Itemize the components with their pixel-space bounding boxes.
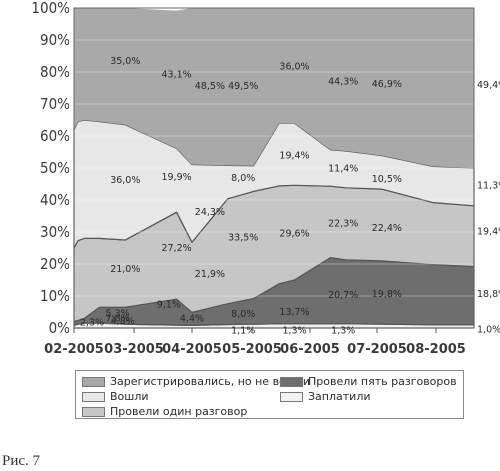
x-tick-label: 02-2005 <box>44 342 104 357</box>
legend-item-registered-not-entered: Зарегистрировались, но не вошли <box>82 375 310 388</box>
legend-item-one-talk: Провели один разговор <box>82 405 247 418</box>
stacked-area-chart: 0% 10% 20% 30% 40% 50% 60% 70% 80% 90% 100% 02-2005… <box>31 0 500 357</box>
data-label: 20,7% <box>328 290 358 301</box>
y-tick-label: 0% <box>49 319 71 337</box>
data-label: 44,3% <box>328 77 358 88</box>
y-tick-label: 10% <box>40 287 70 305</box>
x-tick-label: 03-2005 <box>104 342 164 357</box>
legend-label: Провели один разговор <box>110 405 248 418</box>
legend-item-five-talks: Провели пять разговоров <box>280 375 457 388</box>
legend-label: Заплатили <box>308 390 371 403</box>
data-label: 2,3% <box>80 318 104 329</box>
data-label: 18,8% <box>477 289 500 300</box>
data-label: 22,3% <box>328 218 358 229</box>
data-label: 49,5% <box>228 81 258 92</box>
y-tick-label: 100% <box>31 0 70 17</box>
legend-label: Зарегистрировались, но не вошли <box>110 375 311 388</box>
data-label: 8,0% <box>231 309 255 320</box>
data-label: 29,6% <box>279 229 309 240</box>
data-label: 21,9% <box>195 269 225 280</box>
y-tick-label: 40% <box>40 191 70 209</box>
data-label: 49,4% <box>477 80 500 91</box>
x-tick-label: 04-2005 <box>162 342 222 357</box>
legend-swatch <box>82 376 105 387</box>
data-label: 27,2% <box>161 243 191 254</box>
x-tick-label: 06-2005 <box>280 342 340 357</box>
plot-frame <box>73 7 475 329</box>
data-label: 1,3% <box>331 326 355 337</box>
data-label: 22,4% <box>372 223 402 234</box>
legend-swatch <box>280 376 303 387</box>
x-tick-label: 07-2005 <box>347 342 407 357</box>
legend-label: Провели пять разговоров <box>308 375 457 388</box>
data-label: 48,5% <box>195 81 225 92</box>
data-label: 11,4% <box>328 163 358 174</box>
data-label: 21,0% <box>110 264 140 275</box>
data-label: 43,1% <box>161 70 191 81</box>
y-tick-label: 70% <box>40 95 70 113</box>
y-tick-label: 20% <box>40 255 70 273</box>
data-label: 5,3% <box>106 308 130 319</box>
data-label: 19,8% <box>372 289 402 300</box>
chart-legend: Зарегистрировались, но не вошли Провели … <box>75 370 464 419</box>
y-tick-label: 80% <box>40 63 70 81</box>
data-label: 11,3% <box>477 180 500 191</box>
legend-item-entered: Вошли <box>82 390 149 403</box>
data-label: 35,0% <box>110 56 140 67</box>
data-label: 19,4% <box>279 151 309 162</box>
data-label: 13,7% <box>279 307 309 318</box>
data-label: 10,5% <box>372 174 402 185</box>
data-label: 24,3% <box>195 207 225 218</box>
area-5 <box>74 8 474 168</box>
data-label: 46,9% <box>372 79 402 90</box>
legend-swatch <box>82 391 105 402</box>
legend-swatch <box>82 406 105 417</box>
data-label: 33,5% <box>228 232 258 243</box>
y-tick-label: 60% <box>40 127 70 145</box>
data-label: 19,4% <box>477 227 500 238</box>
data-label: 1,1% <box>231 326 255 337</box>
data-label: 1,0% <box>477 325 500 336</box>
y-tick-label: 90% <box>40 31 70 49</box>
figure-caption: Рис. 7 <box>2 453 41 469</box>
x-tick-label: 08-2005 <box>406 342 466 357</box>
data-label: 8,0% <box>231 173 255 184</box>
y-tick-label: 30% <box>40 223 70 241</box>
legend-swatch <box>280 391 303 402</box>
y-tick-label: 50% <box>40 159 70 177</box>
legend-item-paid: Заплатили <box>280 390 371 403</box>
x-tick-label: 05-2005 <box>222 342 282 357</box>
data-label: 7,8% <box>106 313 130 324</box>
data-label: 4,8% <box>111 316 135 327</box>
data-label: 36,0% <box>110 175 140 186</box>
data-label: 36,0% <box>279 62 309 73</box>
legend-label: Вошли <box>110 390 149 403</box>
data-label: 9,1% <box>157 300 181 311</box>
data-label: 19,9% <box>161 172 191 183</box>
data-label: 1,3% <box>282 326 306 337</box>
data-label: 4,4% <box>180 314 204 325</box>
